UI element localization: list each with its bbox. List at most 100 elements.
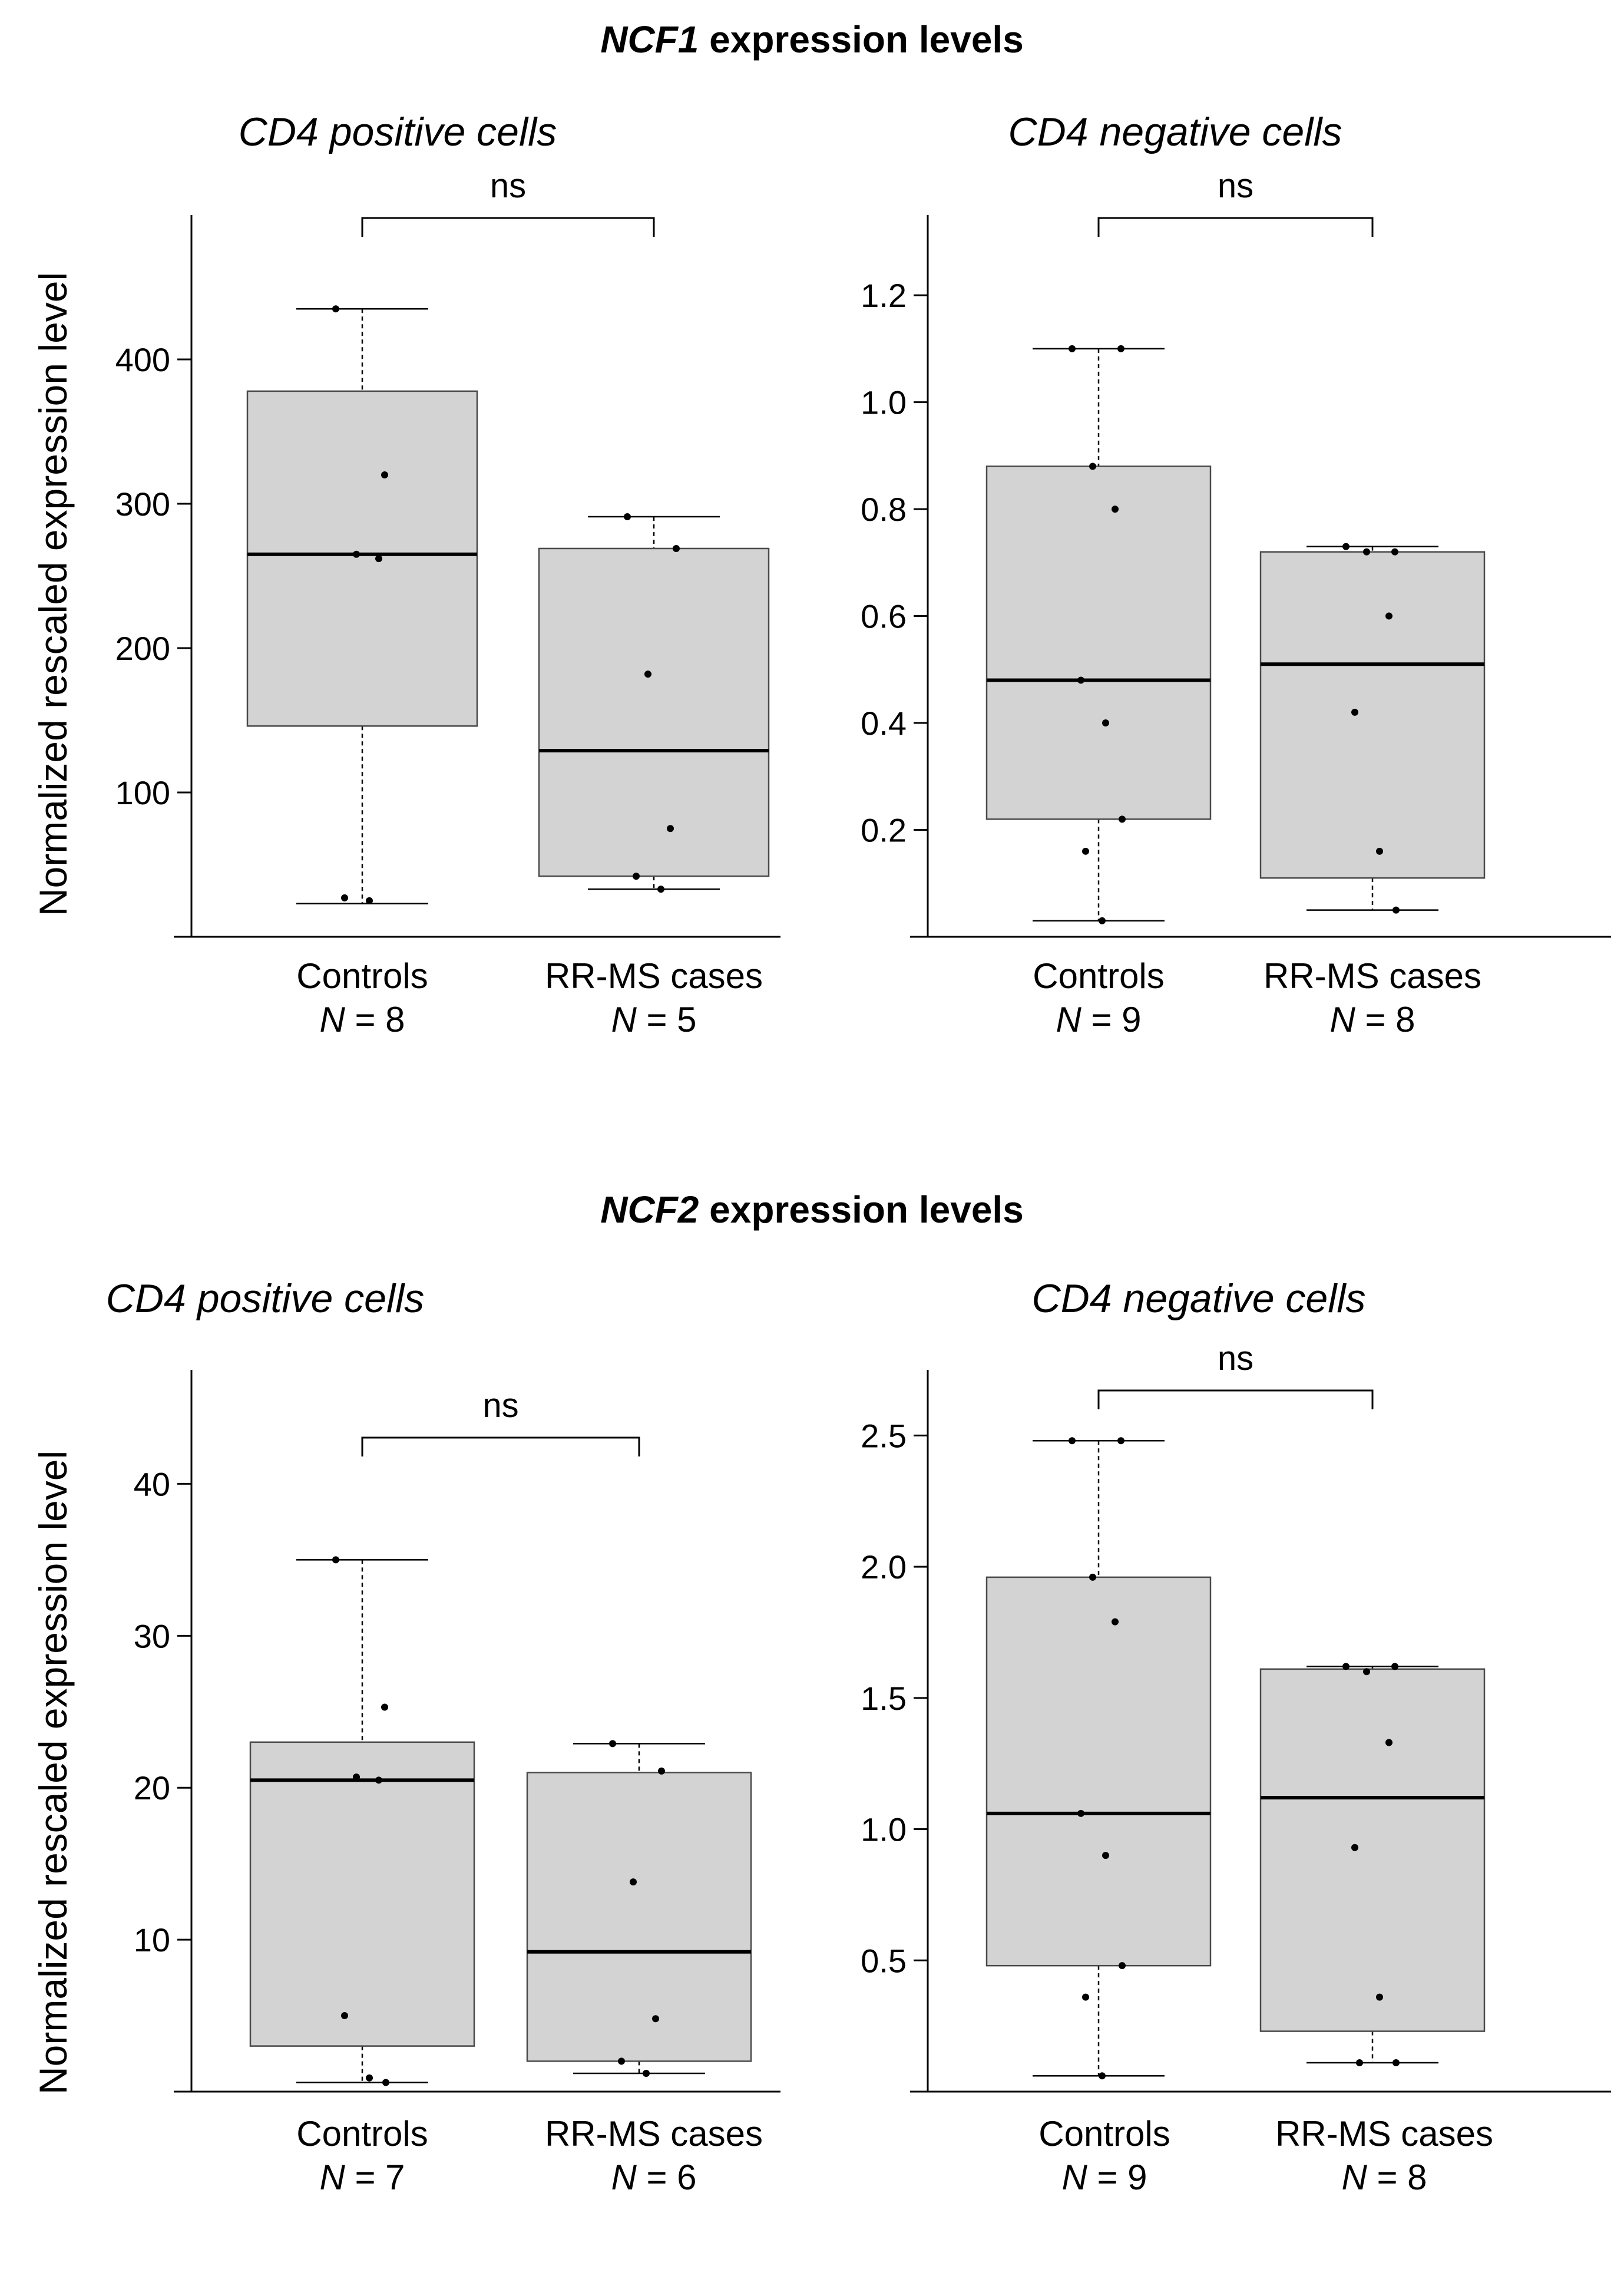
y-tick-label: 20 (134, 1769, 170, 1806)
chart-title: CD4 negative cells (1031, 1276, 1366, 1321)
section-title-suffix: expression levels (699, 1188, 1024, 1231)
section-title-ncf2: NCF2 expression levels (0, 1188, 1624, 1231)
iqr-box (985, 465, 1212, 820)
y-tick-label: 400 (115, 341, 170, 378)
chart-title: CD4 positive cells (238, 110, 557, 154)
y-tick-label: 2.5 (861, 1417, 907, 1454)
plot-area: 10 20 30 40 ns (134, 1370, 780, 2093)
sample-size: N = 9 (957, 2156, 1252, 2199)
y-tick-label: 2.0 (861, 1548, 907, 1586)
data-point (1376, 1993, 1383, 2001)
data-point (1342, 543, 1350, 550)
sample-size: N = 8 (215, 998, 510, 1042)
data-point (673, 544, 680, 552)
data-point (341, 2012, 348, 2020)
sample-size: N = 9 (951, 998, 1246, 1042)
n-symbol: N (319, 2158, 345, 2197)
y-tick-label: 300 (115, 485, 170, 523)
data-point (375, 1776, 382, 1784)
y-tick-label: 0.5 (861, 1942, 907, 1979)
data-point (1351, 1844, 1358, 1851)
data-point (1082, 847, 1089, 855)
n-symbol: N (1329, 1000, 1355, 1039)
data-point (332, 1556, 339, 1564)
y-tick-label: 1.5 (861, 1680, 907, 1717)
data-point (1391, 1663, 1398, 1670)
significance-label: ns (490, 167, 526, 205)
data-point (1363, 1668, 1370, 1676)
plot-area: 100 200 300 400 ns (115, 167, 780, 938)
data-point (375, 555, 382, 563)
data-point (652, 2015, 659, 2023)
data-point (1089, 463, 1096, 470)
data-point (658, 1767, 665, 1775)
n-symbol: N (319, 1000, 345, 1039)
data-point (1077, 1809, 1084, 1817)
n-symbol: N (611, 1000, 637, 1039)
data-point (1119, 1962, 1126, 1970)
data-point (1089, 1573, 1096, 1581)
iqr-box (1259, 1668, 1486, 2032)
y-tick-label: 30 (134, 1617, 170, 1654)
n-value: = 8 (1355, 1000, 1415, 1039)
sample-size: N = 8 (1225, 998, 1520, 1042)
category-name: RR-MS cases (1275, 2114, 1494, 2153)
n-value: = 7 (345, 2158, 405, 2197)
category-name: RR-MS cases (1263, 956, 1482, 996)
category-name: Controls (1033, 956, 1165, 996)
category-label-rrms: RR-MS cases N = 5 (507, 954, 801, 1042)
n-symbol: N (1056, 1000, 1081, 1039)
y-tick-label: 0.8 (861, 491, 907, 528)
plot-area: 0.5 1.0 1.5 2.0 2.5 ns (861, 1339, 1611, 2093)
data-point (381, 471, 388, 478)
data-point (1363, 548, 1370, 556)
data-point (1385, 1739, 1393, 1746)
data-point (366, 2074, 373, 2082)
data-point (1117, 1437, 1124, 1445)
data-point (644, 670, 651, 678)
y-tick-label: 10 (134, 1921, 170, 1958)
y-tick-label: 1.0 (861, 384, 907, 421)
data-point (609, 1740, 616, 1748)
data-point (1099, 2072, 1106, 2080)
data-point (1102, 719, 1109, 727)
chart-panel: CD4 negative cells 0.5 1.0 1.5 2.0 2.5 ns Con… (831, 1276, 1624, 2289)
sample-size: N = 5 (507, 998, 801, 1042)
category-name: RR-MS cases (544, 956, 763, 996)
y-tick-label: 0.6 (861, 598, 907, 635)
iqr-box (246, 390, 478, 727)
gene-name: NCF2 (600, 1188, 699, 1231)
category-label-controls: Controls N = 8 (215, 954, 510, 1042)
data-point (332, 305, 339, 313)
category-label-controls: Controls N = 9 (957, 2112, 1252, 2199)
significance-bracket (1097, 217, 1374, 237)
data-point (633, 873, 640, 880)
iqr-box (526, 1772, 752, 2062)
chart-panel: CD4 negative cells 0.2 0.4 0.6 0.8 1.0 1.2 ns … (831, 109, 1624, 1122)
data-point (1112, 506, 1119, 513)
sample-size: N = 7 (215, 2156, 510, 2199)
data-point (1119, 815, 1126, 823)
n-value: = 9 (1081, 1000, 1142, 1039)
y-tick-label: 1.0 (861, 1811, 907, 1848)
data-point (1069, 345, 1076, 352)
y-tick-label: 100 (115, 774, 170, 811)
data-point (1393, 2059, 1400, 2066)
data-point (353, 550, 360, 558)
data-point (366, 897, 373, 904)
chart-panel: CD4 positive cells Normalized rescaled e… (0, 109, 795, 1122)
iqr-box (249, 1741, 475, 2047)
data-point (624, 513, 631, 521)
chart-panel: CD4 positive cells Normalized rescaled e… (0, 1276, 795, 2289)
data-point (1069, 1437, 1076, 1445)
sample-size: N = 8 (1237, 2156, 1532, 2199)
n-value: = 6 (636, 2158, 697, 2197)
data-point (618, 2057, 625, 2065)
n-symbol: N (611, 2158, 637, 2197)
category-name: Controls (296, 956, 428, 996)
data-point (1077, 676, 1084, 684)
category-label-controls: Controls N = 9 (951, 954, 1246, 1042)
n-value: = 8 (1367, 2158, 1427, 2197)
significance-bracket (361, 1436, 640, 1456)
data-point (341, 894, 348, 901)
